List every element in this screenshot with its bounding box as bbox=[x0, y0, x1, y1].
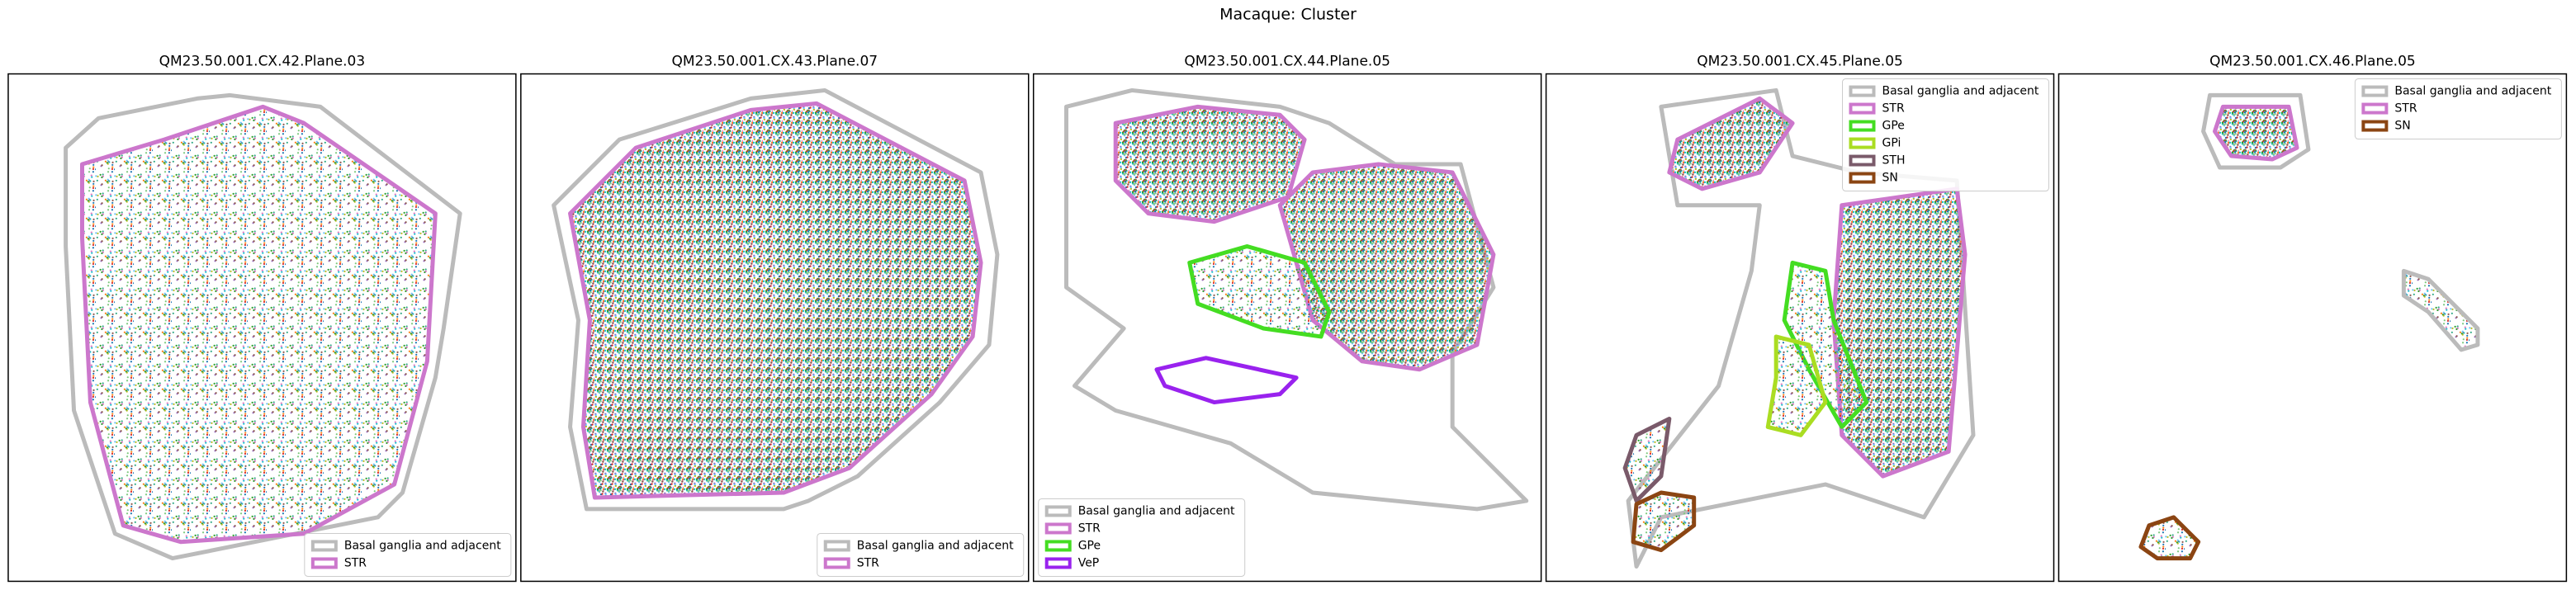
legend-swatch bbox=[1849, 120, 1876, 132]
legend-label: SN bbox=[2394, 120, 2410, 133]
region-outline bbox=[1064, 87, 1529, 512]
panel: QM23.50.001.CX.44.Plane.05 Basal ganglia … bbox=[1032, 54, 1542, 583]
legend-swatch bbox=[1044, 505, 1072, 517]
legend-swatch bbox=[1849, 102, 1876, 115]
region-outline bbox=[1622, 416, 1672, 503]
region-outline bbox=[1765, 334, 1828, 437]
region-outline bbox=[552, 87, 1000, 512]
region-outline bbox=[80, 104, 438, 545]
panel: QM23.50.001.CX.43.Plane.07 Basal ganglia … bbox=[520, 54, 1030, 583]
legend-swatch bbox=[1044, 540, 1072, 552]
legend: Basal ganglia and adjacent STR GPe VeP bbox=[1038, 498, 1246, 577]
legend-label: Basal ganglia and adjacent bbox=[1882, 85, 2039, 98]
legend-label: GPe bbox=[1882, 120, 1905, 133]
panel: QM23.50.001.CX.45.Plane.05 Basal ganglia … bbox=[1545, 54, 2055, 583]
region-outline bbox=[1187, 244, 1332, 339]
cell-dots bbox=[1768, 336, 1825, 436]
legend-swatch bbox=[823, 540, 850, 552]
legend-label: GPi bbox=[1882, 137, 1901, 150]
legend-box bbox=[304, 532, 512, 577]
panel-title: QM23.50.001.CX.46.Plane.05 bbox=[2209, 54, 2416, 70]
cell-dots bbox=[1189, 246, 1329, 337]
panel-title: QM23.50.001.CX.45.Plane.05 bbox=[1697, 54, 1903, 70]
region-outline bbox=[1631, 490, 1697, 553]
legend-box bbox=[817, 532, 1025, 577]
legend: Basal ganglia and adjacent STR bbox=[817, 532, 1025, 577]
legend-swatch bbox=[2361, 120, 2389, 132]
legend: Basal ganglia and adjacent STR GPe GPi STH SN bbox=[1842, 78, 2049, 192]
region-outline bbox=[568, 101, 983, 500]
cell-dots bbox=[82, 106, 436, 542]
legend-swatch bbox=[823, 557, 850, 569]
legend-swatch bbox=[1849, 137, 1876, 149]
legend-label: STR bbox=[1882, 102, 1905, 116]
legend-label: SN bbox=[1882, 172, 1898, 185]
panel: QM23.50.001.CX.46.Plane.05 Basal ganglia … bbox=[2057, 54, 2568, 583]
region-outline bbox=[2138, 515, 2201, 561]
legend-swatch bbox=[1849, 172, 1876, 184]
legend-box bbox=[2354, 78, 2562, 140]
cell-dots bbox=[2403, 271, 2478, 350]
legend-swatch bbox=[1044, 557, 1072, 569]
legend-swatch bbox=[310, 557, 338, 569]
legend-label: STR bbox=[1078, 522, 1101, 535]
cell-dots bbox=[2214, 106, 2298, 160]
region-outline bbox=[1782, 260, 1869, 429]
region-outline bbox=[2213, 104, 2299, 162]
legend: Basal ganglia and adjacent STR bbox=[304, 532, 512, 577]
region-outline bbox=[1667, 96, 1795, 191]
panel-title: QM23.50.001.CX.44.Plane.05 bbox=[1184, 54, 1390, 70]
legend-label: STH bbox=[1882, 154, 1906, 168]
legend-box bbox=[1842, 78, 2049, 192]
legend-label: Basal ganglia and adjacent bbox=[857, 539, 1014, 552]
legend-label: GPe bbox=[1078, 539, 1101, 552]
figure-title: Macaque: Cluster bbox=[1219, 6, 1357, 24]
panel: QM23.50.001.CX.42.Plane.03 Basal ganglia … bbox=[7, 54, 517, 583]
legend-label: VeP bbox=[1078, 556, 1100, 569]
legend-label: Basal ganglia and adjacent bbox=[1078, 504, 1235, 517]
region-outline bbox=[1154, 356, 1299, 405]
cell-dots bbox=[1784, 262, 1867, 427]
legend-swatch bbox=[1849, 154, 1876, 167]
legend-swatch bbox=[310, 540, 338, 552]
legend-swatch bbox=[1849, 85, 1876, 97]
region-outline bbox=[2401, 268, 2480, 352]
panel-frame bbox=[2057, 73, 2568, 583]
legend-label: STR bbox=[2394, 102, 2417, 116]
legend-label: STR bbox=[344, 556, 367, 569]
legend-label: STR bbox=[857, 556, 879, 569]
region-outline bbox=[1277, 162, 1496, 372]
legend-box bbox=[1038, 498, 1246, 577]
legend-label: Basal ganglia and adjacent bbox=[344, 539, 501, 552]
panel-title: QM23.50.001.CX.43.Plane.07 bbox=[671, 54, 878, 70]
region-outline bbox=[2201, 92, 2311, 170]
legend-swatch bbox=[2361, 85, 2389, 97]
panel-title: QM23.50.001.CX.42.Plane.03 bbox=[159, 54, 366, 70]
cell-dots bbox=[570, 103, 982, 498]
legend-swatch bbox=[1044, 522, 1072, 535]
legend-label: Basal ganglia and adjacent bbox=[2394, 85, 2551, 98]
region-outline bbox=[64, 92, 462, 561]
cell-dots bbox=[1280, 164, 1494, 370]
legend-swatch bbox=[2361, 102, 2389, 115]
cell-dots bbox=[1115, 106, 1305, 222]
legend: Basal ganglia and adjacent STR SN bbox=[2354, 78, 2562, 140]
cell-dots bbox=[1833, 188, 1966, 477]
